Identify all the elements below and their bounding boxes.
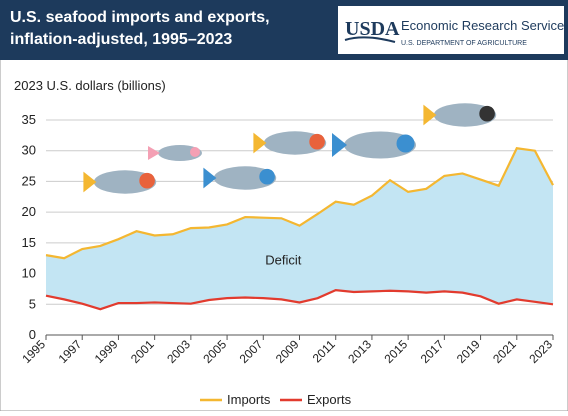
legend-label: Imports	[227, 392, 271, 407]
y-axis-label: 2023 U.S. dollars (billions)	[14, 78, 166, 93]
y-tick-label: 15	[22, 235, 36, 250]
legend: Imports Exports	[200, 392, 352, 407]
y-tick-label: 5	[29, 296, 36, 311]
annotation: Deficit	[265, 252, 302, 267]
deficit-area	[46, 148, 553, 310]
y-tick-label: 10	[22, 266, 36, 281]
y-tick-label: 25	[22, 173, 36, 188]
logo-box	[338, 6, 564, 54]
y-tick-label: 20	[22, 204, 36, 219]
department-name: U.S. DEPARTMENT OF AGRICULTURE	[401, 40, 527, 47]
legend-label: Exports	[307, 392, 352, 407]
y-tick-label: 30	[22, 143, 36, 158]
agency-name: Economic Research Service	[401, 18, 564, 33]
series-line	[45, 289, 554, 311]
logo-text: USDA	[345, 18, 400, 40]
y-tick-label: 0	[29, 327, 36, 342]
series-line	[45, 147, 554, 260]
chart-title: U.S. seafood imports and exports,	[10, 9, 270, 26]
fish-decorations	[83, 103, 497, 194]
chart-title: inflation-adjusted, 1995–2023	[10, 31, 232, 48]
logo-swoosh	[344, 36, 396, 43]
y-tick-label: 35	[22, 112, 36, 127]
